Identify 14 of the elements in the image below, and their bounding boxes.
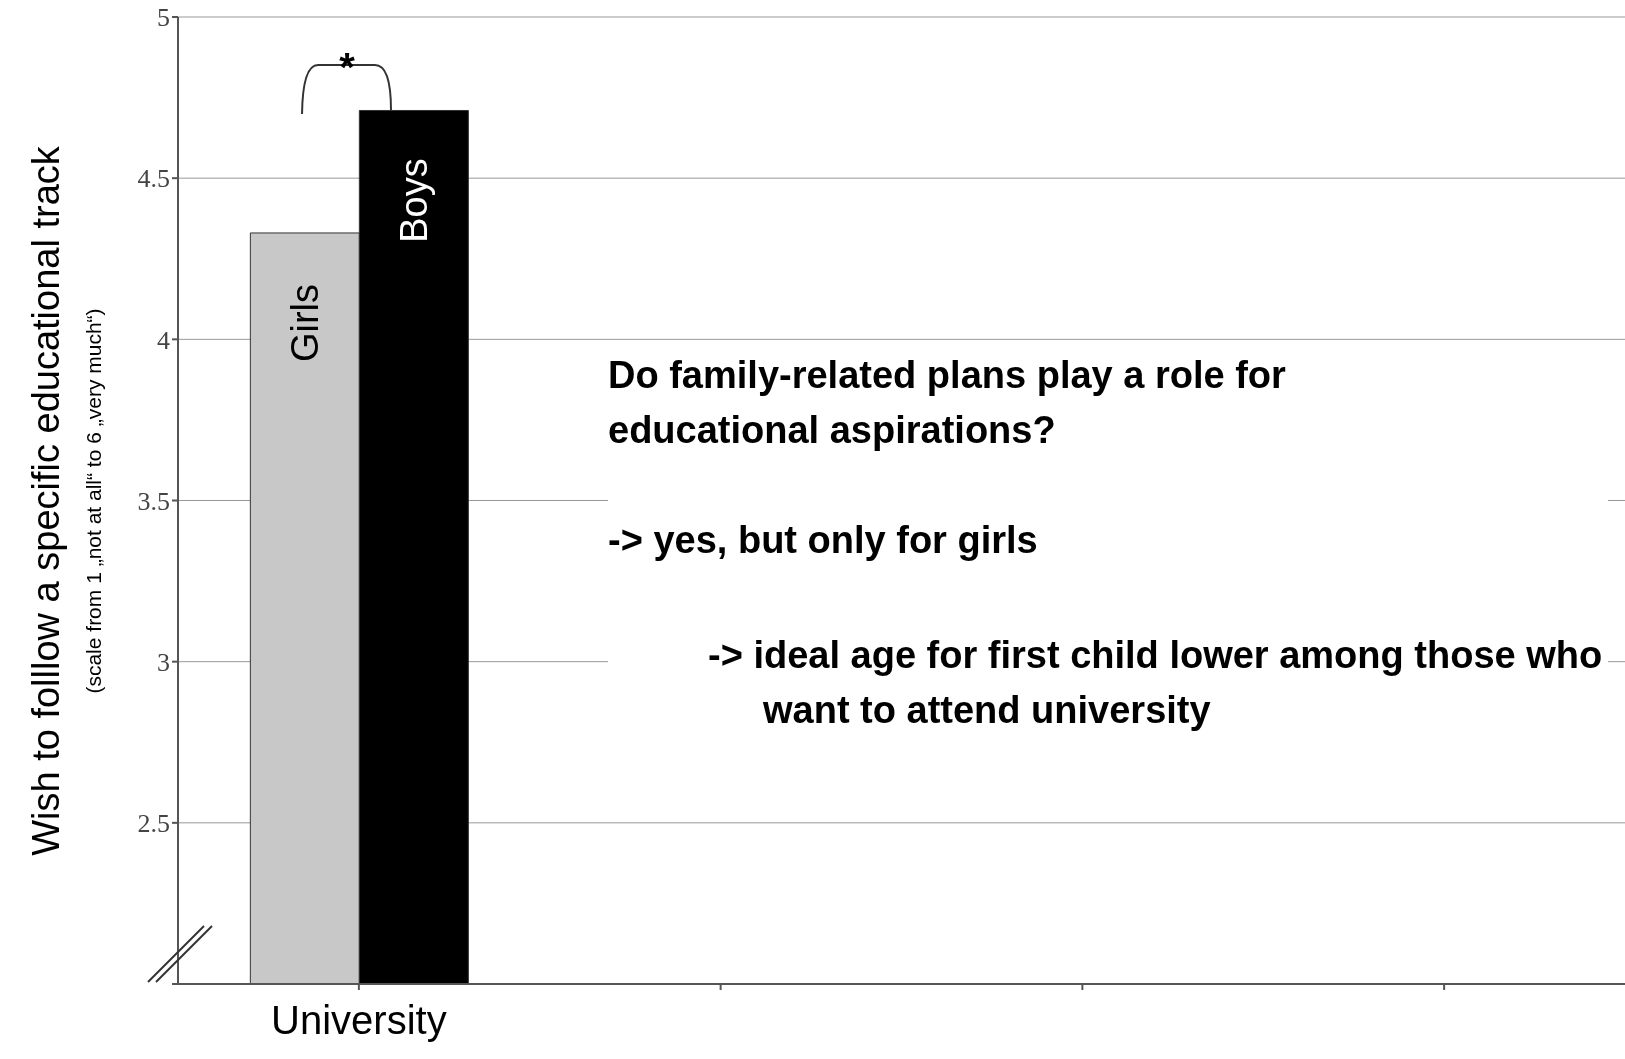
y-tick-label: 2.5 [137,809,170,839]
series-label: Boys [392,158,435,243]
y-tick-label: 4.5 [137,164,170,194]
y-tick-label: 5 [157,3,170,33]
y-tick-label: 3 [157,647,170,677]
annotation: -> yes, but only for girls [608,518,1039,563]
y-tick-label: 3.5 [137,486,170,516]
x-tick-label: University [271,998,447,1043]
y-tick-label: 4 [157,325,170,355]
annotation: Do family-related plans play a role for educational aspirations? [608,353,1287,453]
y-axis-title: Wish to folllow a specific educational track [24,145,68,856]
series-label: Girls [283,283,326,363]
text: (scale from 1 „not at all“ to 6 „very much“) [82,307,106,694]
annotation: -> ideal age for first child lower among those who want to attend university [708,634,1603,731]
